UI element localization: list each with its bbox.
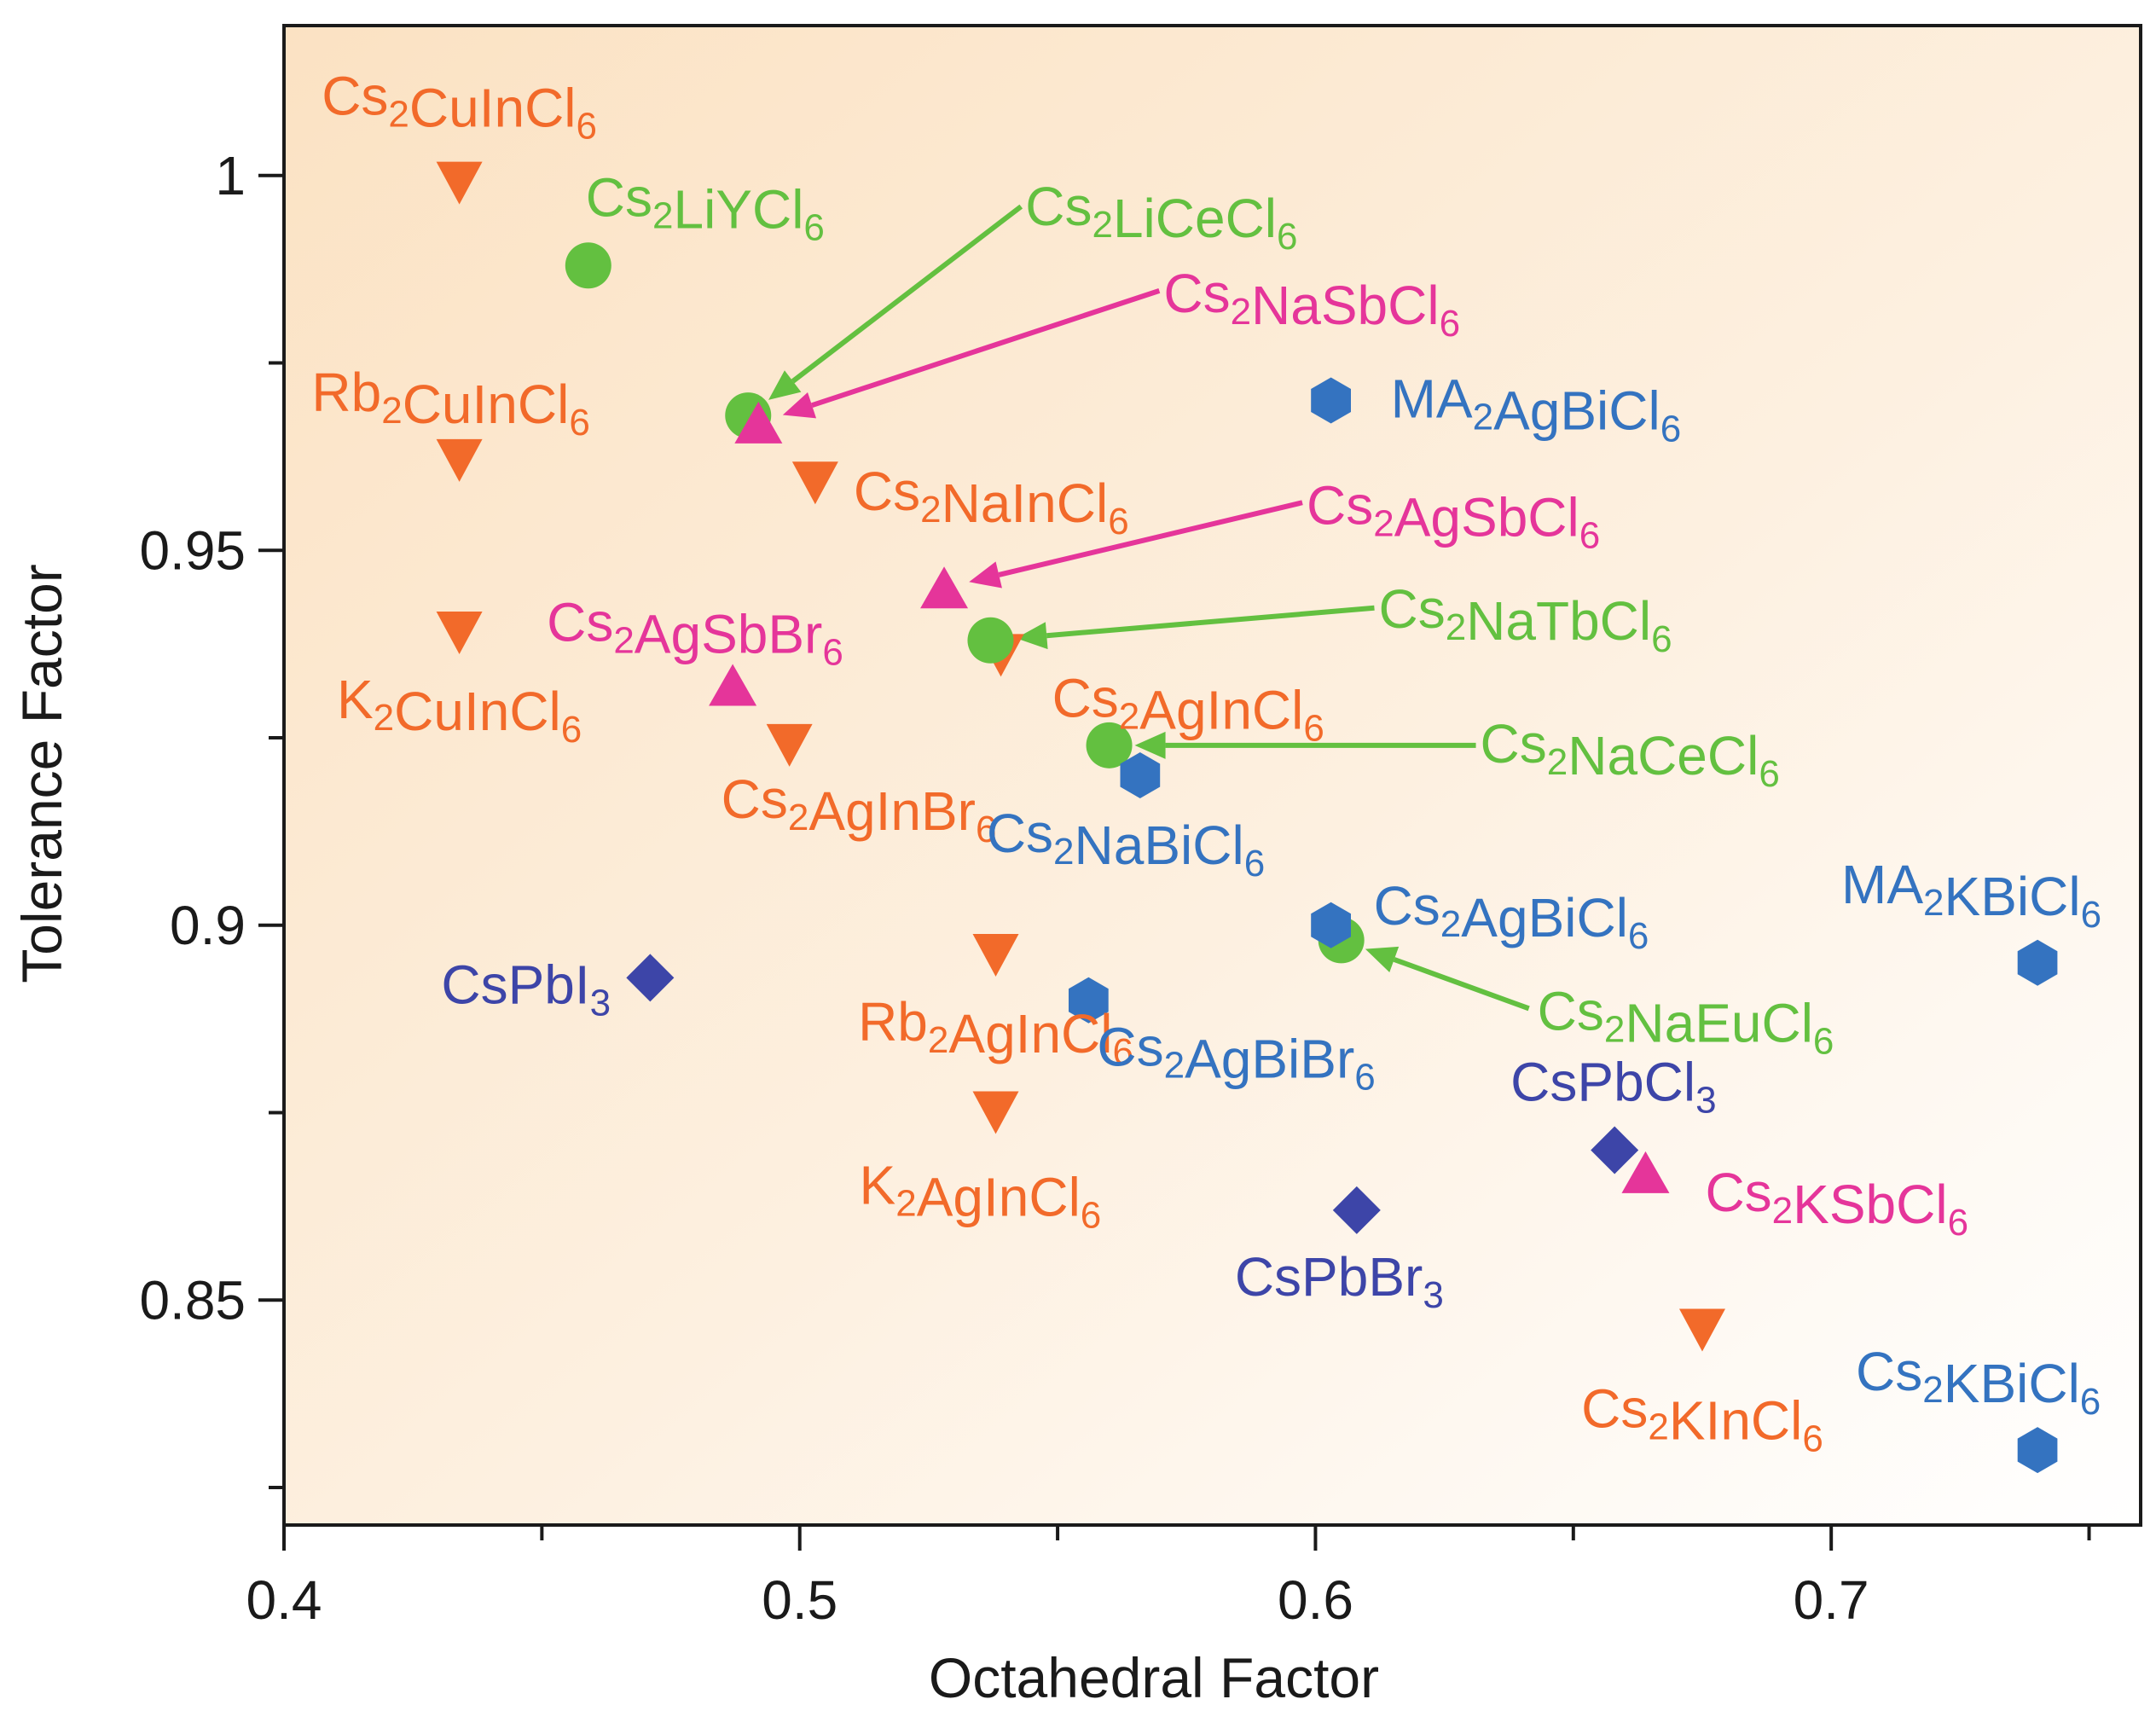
marker-cs2nasbcl6 (734, 401, 783, 444)
label-cs2ksbcl6: Cs2KSbCl6 (1705, 1162, 1968, 1244)
arrowhead-cs2natbcl6 (1016, 622, 1048, 650)
label-cspbcl3: CsPbCl3 (1510, 1052, 1716, 1122)
label-cs2agsbbr6: Cs2AgSbBr6 (547, 592, 843, 674)
y-tick-label: 0.9 (170, 895, 246, 956)
x-tick-label: 0.7 (1794, 1569, 1869, 1631)
label-cs2licecl6: Cs2LiCeCl6 (1025, 176, 1297, 258)
label-k2cuincl6: K2CuInCl6 (337, 669, 582, 751)
marker-cs2agsbcl6 (920, 566, 969, 609)
point-labels: Cs2CuInCl6Rb2CuInCl6K2CuInCl6Cs2NaInCl6C… (311, 66, 2101, 1460)
marker-cs2agbibr6 (1069, 977, 1109, 1024)
arrowhead-cs2nasbcl6 (782, 392, 817, 419)
label-cs2agbibr6: Cs2AgBiBr6 (1097, 1017, 1375, 1099)
label-cs2nacecl6: Cs2NaCeCl6 (1481, 713, 1780, 795)
axes: 0.4 0.5 0.6 0.7 0.85 0.9 0.95 1 (139, 145, 2091, 1631)
label-ma2agbicl6: MA2AgBiCl6 (1391, 368, 1682, 450)
label-cs2naeucl6: Cs2NaEuCl6 (1538, 980, 1834, 1062)
plot-background (284, 26, 2141, 1525)
label-cs2kbicl6: Cs2KBiCl6 (1856, 1341, 2101, 1423)
label-cs2liycl6: Cs2LiYCl6 (586, 166, 825, 248)
x-axis-title: Octahedral Factor (929, 1646, 1379, 1709)
marker-ma2agbicl6 (1311, 377, 1351, 424)
marker-cs2liycl6 (565, 242, 611, 289)
arrowhead-cs2licecl6 (768, 370, 802, 400)
marker-cs2agsbbr6 (709, 664, 757, 706)
label-cs2nasbcl6: Cs2NaSbCl6 (1163, 263, 1460, 345)
marker-cs2naincl6 (791, 461, 838, 505)
label-rb2cuincl6: Rb2CuInCl6 (311, 362, 589, 444)
label-cs2agsbcl6: Cs2AgSbCl6 (1307, 474, 1600, 556)
marker-cs2ksbcl6 (1621, 1151, 1670, 1193)
label-cs2agbicl6: Cs2AgBiCl6 (1374, 875, 1649, 957)
arrowhead-cs2nacecl6 (1134, 731, 1166, 759)
label-ma2kbicl6: MA2KBiCl6 (1841, 854, 2101, 936)
label-cs2aginbr6: Cs2AgInBr6 (722, 768, 997, 850)
marker-cspbcl3 (1591, 1126, 1639, 1174)
arrow-cs2nasbcl6 (811, 288, 1161, 409)
marker-cs2kbicl6 (2017, 1427, 2058, 1474)
label-rb2agincl6: Rb2AgInCl6 (858, 991, 1133, 1073)
label-cs2naincl6: Cs2NaInCl6 (854, 461, 1129, 542)
y-tick-label: 0.95 (139, 519, 246, 581)
arrow-cs2natbcl6 (1046, 605, 1375, 639)
marker-cspbbr3 (1332, 1186, 1381, 1234)
marker-cs2natbcl6 (967, 617, 1014, 664)
label-cs2natbcl6: Cs2NaTbCl6 (1378, 578, 1672, 660)
plot-frame (282, 24, 2142, 1527)
marker-rb2cuincl6 (436, 438, 483, 482)
x-tick-label: 0.4 (246, 1569, 322, 1631)
label-cs2kincl6: Cs2KInCl6 (1581, 1377, 1823, 1459)
label-k2agincl6: K2AgInCl6 (860, 1155, 1102, 1237)
label-cs2agincl6: Cs2AgInCl6 (1052, 667, 1324, 749)
y-tick-label: 1 (215, 145, 246, 206)
arrow-cs2licecl6 (791, 204, 1023, 384)
label-cspbbr3: CsPbBr3 (1235, 1246, 1444, 1316)
marker-cs2cuincl6 (436, 161, 483, 205)
marker-cs2agbicl6 (1311, 902, 1351, 948)
marker-cs2aginbr6 (766, 723, 813, 767)
marker-k2cuincl6 (436, 611, 483, 654)
y-tick-label: 0.85 (139, 1269, 246, 1331)
data-points (436, 161, 2058, 1474)
arrow-cs2agsbcl6 (998, 500, 1303, 577)
x-tick-label: 0.5 (762, 1569, 837, 1631)
y-axis-title: Tolerance Factor (10, 564, 73, 983)
label-cs2nabicl6: Cs2NaBiCl6 (987, 803, 1265, 884)
label-cs2cuincl6: Cs2CuInCl6 (322, 66, 597, 148)
marker-cs2nacecl6 (1086, 722, 1133, 768)
marker-k2agincl6 (972, 1091, 1019, 1134)
x-tick-label: 0.6 (1278, 1569, 1353, 1631)
marker-rb2agincl6 (972, 933, 1019, 977)
marker-cs2kincl6 (1678, 1308, 1725, 1352)
marker-ma2kbicl6 (2017, 939, 2058, 986)
annotation-arrows (768, 204, 1530, 1012)
arrow-cs2naeucl6 (1393, 957, 1530, 1012)
arrowhead-cs2naeucl6 (1365, 946, 1400, 972)
marker-cspbi3 (626, 954, 675, 1002)
label-cspbi3: CsPbI3 (441, 954, 611, 1024)
marker-cs2nabicl6 (1120, 752, 1161, 798)
arrowhead-cs2agsbcl6 (969, 561, 1002, 589)
